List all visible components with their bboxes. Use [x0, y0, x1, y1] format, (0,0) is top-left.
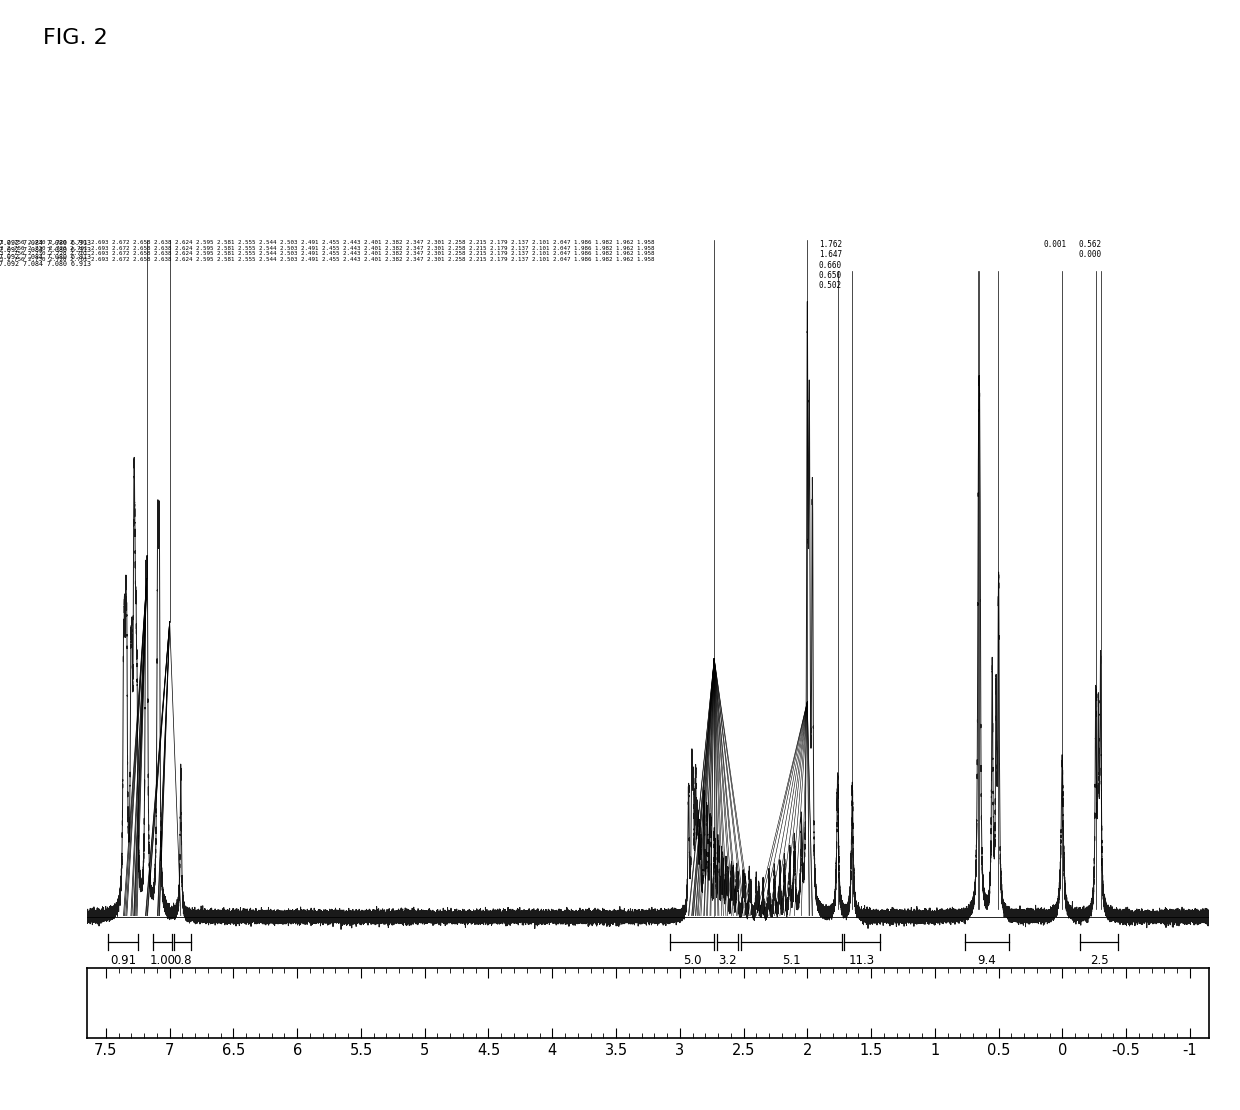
Text: 0.001: 0.001	[1043, 240, 1066, 249]
Text: 5.1: 5.1	[782, 953, 801, 967]
Text: 7.362 7.354 7.344 7.336 7.304 7.296 7.282 7.278 7.272 7.264 7.256 7.190 7.186 7.: 7.362 7.354 7.344 7.336 7.304 7.296 7.28…	[0, 240, 91, 266]
Text: 2.5: 2.5	[1090, 953, 1109, 967]
Text: FIG. 2: FIG. 2	[43, 28, 108, 48]
Text: 0.8: 0.8	[174, 953, 192, 967]
Text: 0.91: 0.91	[110, 953, 136, 967]
Text: 5.0: 5.0	[683, 953, 701, 967]
Text: 0.562
0.000: 0.562 0.000	[1079, 240, 1102, 260]
Text: 1.00: 1.00	[150, 953, 176, 967]
Text: 3.2: 3.2	[718, 953, 737, 967]
Text: 1.762
1.647
0.660
0.650
0.502: 1.762 1.647 0.660 0.650 0.502	[818, 240, 842, 291]
Text: 11.3: 11.3	[849, 953, 875, 967]
Text: 2.933 2.929 2.907 2.903 2.896 2.892 2.878 2.874 2.863 2.856 2.844 2.834 2.812 2.: 2.933 2.929 2.907 2.903 2.896 2.892 2.87…	[0, 240, 655, 262]
Text: 9.4: 9.4	[977, 953, 997, 967]
